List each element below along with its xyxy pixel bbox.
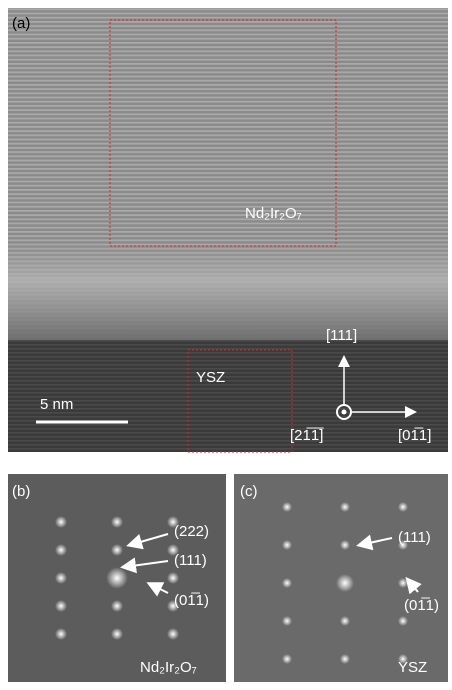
diffraction-spot (167, 544, 179, 556)
diffraction-spot (398, 616, 408, 626)
diffraction-spot (282, 502, 292, 512)
panel-a: (a) Nd₂Ir₂O₇ YSZ 5 nm [111] [21̅1̅] [01̅… (8, 8, 448, 453)
annotation: (222) (174, 523, 209, 540)
diffraction-spot (398, 578, 408, 588)
axis-label: [111] (326, 327, 357, 344)
panel-label: (c) (240, 483, 258, 500)
diffraction-spot (340, 616, 350, 626)
annotation: Nd₂Ir₂O₇ (245, 205, 302, 222)
panel-label: (a) (12, 15, 30, 32)
diffraction-spot (282, 578, 292, 588)
diffraction-spot (282, 540, 292, 550)
diffraction-spot (111, 628, 123, 640)
axis-label: [21̅1̅] (290, 427, 324, 444)
diffraction-spot (336, 574, 354, 592)
diffraction-spot (282, 616, 292, 626)
diffraction-spot (111, 516, 123, 528)
annotation: YSZ (196, 369, 225, 386)
diffraction-spot (111, 600, 123, 612)
axis-label: [01̅1] (398, 427, 431, 444)
diffraction-spot (55, 544, 67, 556)
diffraction-spot (55, 572, 67, 584)
annotation: (01̅1) (404, 597, 439, 614)
annotation: (111) (398, 529, 431, 546)
diffraction-spot (167, 572, 179, 584)
diffraction-spot (106, 567, 128, 589)
diffraction-spot (111, 544, 123, 556)
diffraction-spot (398, 654, 408, 664)
annotation: (01̅1) (174, 592, 209, 609)
annotation: YSZ (398, 659, 427, 676)
diffraction-spot (167, 628, 179, 640)
diffraction-spot (55, 516, 67, 528)
diffraction-spot (55, 600, 67, 612)
annotation: (111) (174, 552, 207, 569)
panel-b: (b) (222) (111) (01̅1) Nd₂Ir₂O₇ (8, 474, 226, 682)
diffraction-spot (167, 516, 179, 528)
diffraction-spot (282, 654, 292, 664)
panel-label: (b) (12, 483, 30, 500)
diffraction-spot (340, 502, 350, 512)
diffraction-spot (167, 600, 179, 612)
diffraction-spot (340, 654, 350, 664)
diffraction-spot (55, 628, 67, 640)
diffraction-spot (398, 540, 408, 550)
diffraction-spot (340, 540, 350, 550)
scale-label: 5 nm (40, 396, 73, 413)
diffraction-spot (398, 502, 408, 512)
panel-c: (c) (111) (01̅1) YSZ (234, 474, 448, 682)
annotation: Nd₂Ir₂O₇ (140, 659, 197, 676)
